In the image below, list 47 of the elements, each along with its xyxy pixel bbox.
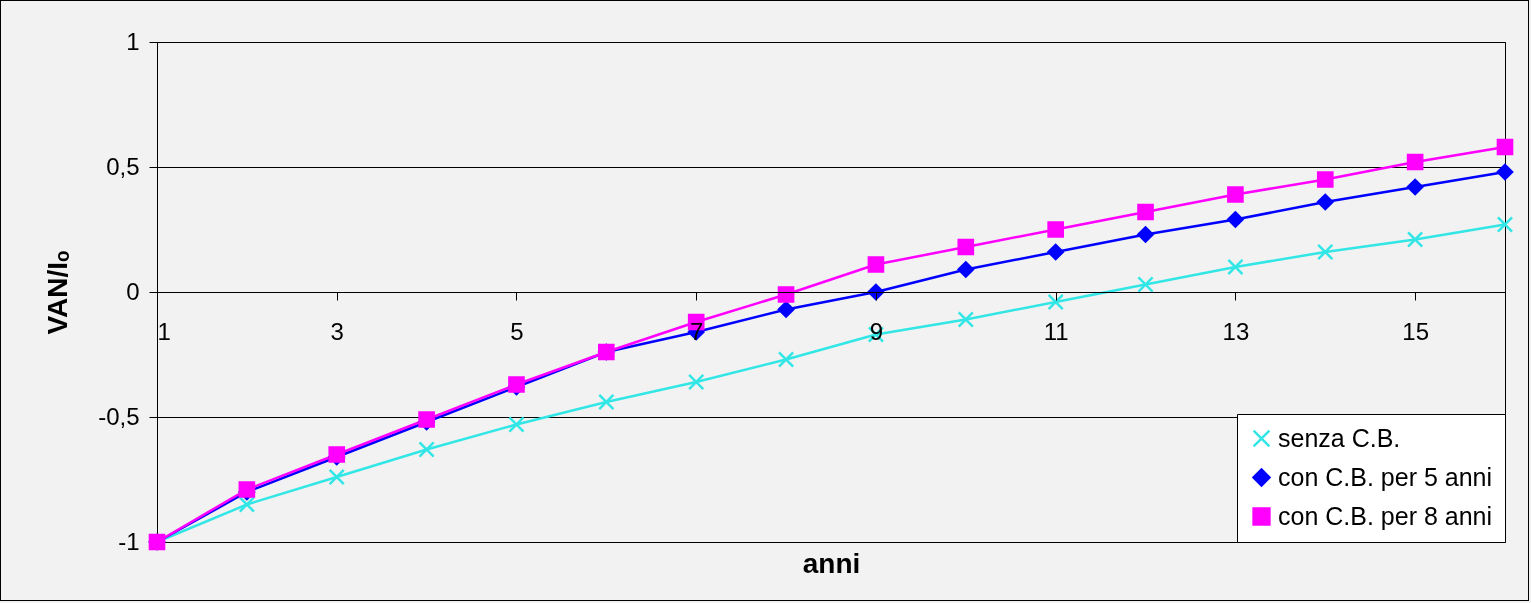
point [1047, 293, 1064, 311]
x-tick-label: 3 [330, 317, 344, 345]
point [1137, 226, 1154, 243]
point [867, 256, 885, 273]
point [687, 373, 705, 391]
point [777, 351, 795, 368]
point [1137, 276, 1154, 293]
x-tick-label: 1 [157, 317, 171, 345]
point [957, 238, 975, 256]
x-axis-title: anni [802, 547, 861, 579]
y-tick-label: 0,5 [106, 152, 140, 180]
point [957, 261, 975, 278]
point [418, 441, 435, 458]
point [238, 496, 256, 513]
point [1496, 138, 1514, 156]
y-tick-label: 1 [126, 27, 140, 55]
point [957, 311, 975, 328]
x-tick-label: 15 [1402, 317, 1429, 345]
y-tick-label: -0,5 [98, 402, 140, 430]
point [1227, 258, 1244, 276]
y-tick-label: 0 [126, 277, 140, 305]
point [508, 416, 525, 433]
point [1496, 216, 1514, 233]
legend-label: senza C.B. [1278, 423, 1401, 452]
point [777, 286, 795, 303]
point [1406, 231, 1424, 248]
point [1137, 203, 1154, 221]
point [328, 468, 346, 486]
point [1047, 221, 1064, 238]
x-tick-label: 5 [510, 317, 524, 345]
point [1227, 211, 1244, 228]
point [777, 301, 795, 318]
x-tick-label: 13 [1222, 317, 1250, 345]
point [1227, 186, 1244, 203]
legend-label: con C.B. per 8 anni [1278, 501, 1493, 530]
point [1316, 193, 1334, 211]
point [1316, 243, 1334, 261]
point [1406, 153, 1424, 171]
point [1496, 163, 1514, 181]
x-tick-label: 11 [1043, 317, 1069, 345]
point [1047, 243, 1064, 261]
point [1316, 171, 1334, 188]
point [1406, 178, 1424, 196]
y-tick-label: -1 [118, 527, 140, 555]
point [598, 393, 615, 411]
legend-label: con C.B. per 5 anni [1278, 462, 1493, 491]
y-axis-title: VAN/Iₒ [42, 250, 74, 335]
